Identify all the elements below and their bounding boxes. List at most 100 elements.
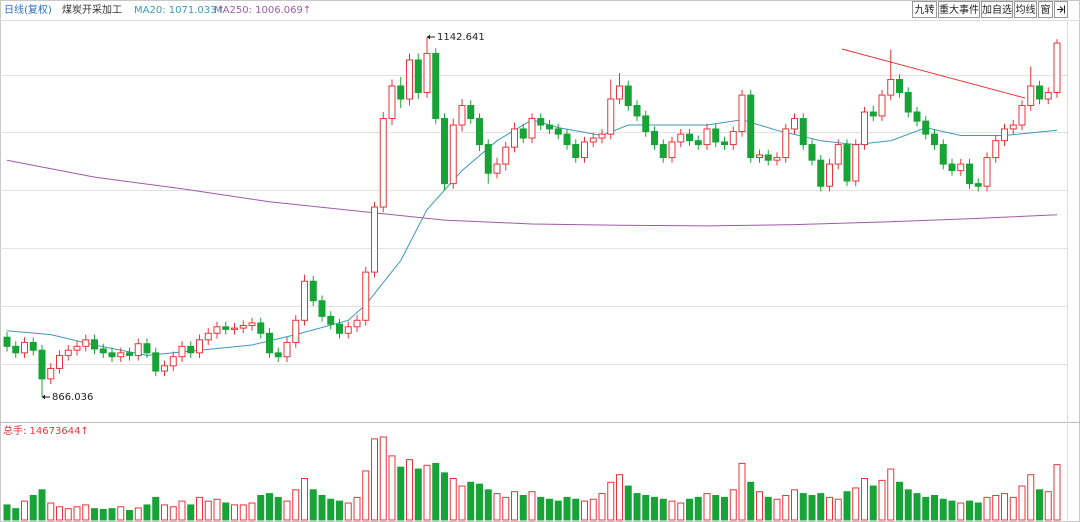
volume-bar [782,494,790,521]
volume-bar [283,500,291,521]
volume-bar [659,498,667,521]
volume-bar [274,496,282,521]
volume-bar [99,508,107,521]
candle-body [502,146,510,165]
candle-body [913,111,921,122]
volume-bar [939,498,947,521]
toolbar-button[interactable]: 加自选 [981,1,1013,18]
volume-bar [222,502,230,521]
candle-body [519,128,527,139]
volume-bar [878,479,886,521]
candle-body [808,144,816,161]
candle-body [826,163,833,187]
toolbar-button[interactable]: 均线 [1014,1,1037,18]
volume-bar [826,496,833,521]
candle-body [292,319,300,343]
candle-body [406,59,413,100]
volume-bar [668,500,676,521]
candle-body [161,365,168,372]
volume-bar [169,506,177,521]
candle-body [169,356,177,367]
volume-bar [414,468,422,521]
candle-body [449,124,457,185]
candle-body [922,120,930,135]
volume-bar [572,498,580,521]
volume-bar [56,506,63,521]
volume-bar [484,489,492,521]
volume-bar [353,496,361,521]
annotation-label: 1142.641 [437,32,485,43]
candle-body [47,367,55,380]
volume-bar [239,504,247,521]
ma-line [6,119,1058,356]
candle-body [318,300,326,317]
volume-bar [519,494,527,521]
candle-body [554,128,562,135]
volume-bar [502,496,510,521]
candle-body [56,354,63,369]
candle-body [414,59,422,94]
candle-body [782,128,790,159]
candle-body [441,118,448,185]
candle-body [379,118,387,208]
expand-button[interactable] [1054,1,1068,18]
candle-body [29,341,37,351]
candle-body [607,98,615,135]
candle-body [992,140,1000,159]
volume-bar [449,478,457,521]
volume-bar [764,496,772,521]
toolbar-button[interactable]: 重大事件 [938,1,980,18]
candle-body [73,345,81,351]
volume-bar [406,459,413,521]
candle-body [878,94,886,117]
volume-bar [12,508,20,521]
candle-body [432,52,440,120]
candle-body [887,78,895,96]
volume-bar [309,489,317,521]
volume-bar [204,500,212,521]
sector-name: 煤炭开采加工 [62,3,122,16]
volume-bar [397,466,405,521]
candle-body [82,339,90,347]
button-box [1014,1,1037,18]
toolbar-button[interactable]: 窗 [1038,1,1053,18]
candle-body [773,157,781,161]
candle-body [266,332,273,354]
toolbar-button[interactable]: 九转 [912,1,937,18]
candle-body [187,345,195,354]
volume-bar [126,510,133,521]
volume-bar [91,508,98,521]
volume-bar [38,489,46,521]
candle-body [756,154,763,159]
volume-bar [616,474,623,521]
volume-bar [336,500,343,521]
volume-bar [703,493,711,521]
candle-body [721,141,728,146]
volume-bar [677,502,685,521]
volume-bar [589,498,597,521]
volume-bar [887,468,895,521]
volume-bar [3,504,11,521]
candle-body [869,111,877,117]
candle-body [747,94,755,159]
volume-bar [931,494,938,521]
volume-bar [1018,485,1026,521]
button-box [1038,1,1053,18]
button-box [981,1,1013,18]
candle-body [572,144,580,159]
volume-bar [738,462,746,521]
volume-bar [896,481,903,521]
candle-body [274,352,282,358]
button-label: 重大事件 [939,3,979,16]
candle-body [239,324,247,329]
candle-body [344,326,352,334]
candle-body [1053,42,1061,94]
candle-body [738,94,746,133]
volume-bar [511,491,518,521]
candle-body [651,131,658,146]
volume-bar [493,493,501,521]
candle-body [659,144,667,159]
volume-bar [47,502,55,521]
candle-body [178,345,186,358]
candle-body [327,315,335,325]
